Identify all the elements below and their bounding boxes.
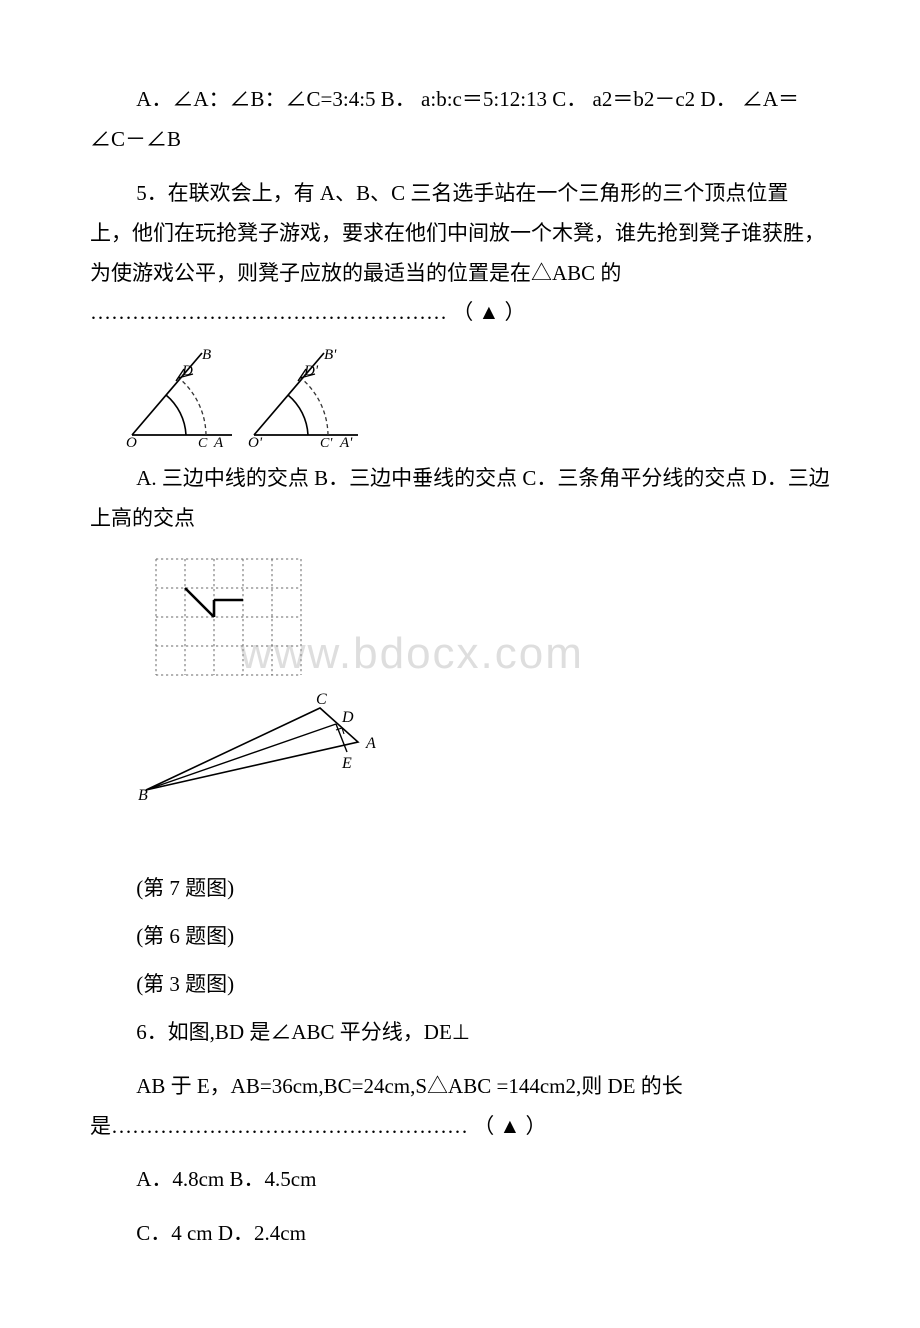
label-Op: O' xyxy=(248,435,263,447)
q6-opt2: C．4 cm D．2.4cm xyxy=(90,1214,830,1254)
caption-3: (第 3 题图) xyxy=(90,965,830,1005)
label-A: A xyxy=(213,435,224,447)
label-D: D xyxy=(181,363,193,379)
q6-line2: AB 于 E，AB=36cm,BC=24cm,S△ABC =144cm2,则 D… xyxy=(90,1067,830,1147)
q5-stem: 5．在联欢会上，有 A、B、C 三名选手站在一个三角形的三个顶点位置上，他们在玩… xyxy=(90,174,830,334)
label-Ap: A' xyxy=(339,435,353,447)
label-C: C xyxy=(316,691,327,708)
label-Dp: D' xyxy=(303,363,319,379)
label-E: E xyxy=(341,755,352,772)
label-Cp: C' xyxy=(320,436,333,447)
caption-6: (第 6 题图) xyxy=(90,917,830,957)
q6-opt1: A．4.8cm B．4.5cm xyxy=(90,1160,830,1200)
label-B: B xyxy=(202,347,211,363)
q6-line1: 6．如图,BD 是∠ABC 平分线，DE⊥ xyxy=(90,1013,830,1053)
q5-options: A. 三边中线的交点 B．三边中垂线的交点 C．三条角平分线的交点 D．三边上高… xyxy=(90,459,830,539)
caption-7: (第 7 题图) xyxy=(90,869,830,909)
label-D: D xyxy=(341,709,354,726)
label-A: A xyxy=(365,735,376,752)
q6-grid-figure xyxy=(150,553,830,686)
q5-figure: B D O C A B' D' O' C' A' xyxy=(126,347,830,447)
label-C: C xyxy=(198,436,208,447)
label-B: B xyxy=(138,787,148,804)
label-Bp: B' xyxy=(324,347,337,363)
q7-triangle-figure: C D A E B xyxy=(138,690,830,815)
q4-options: A．∠A：∠B：∠C=3:4:5 B． a:b:c＝5:12:13 C． a2＝… xyxy=(90,80,830,160)
label-O: O xyxy=(126,435,137,447)
